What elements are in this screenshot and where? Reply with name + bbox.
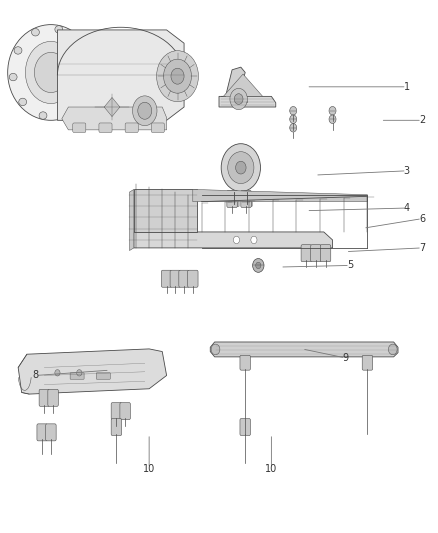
Text: 4: 4 (404, 203, 410, 213)
Circle shape (230, 88, 247, 110)
FancyBboxPatch shape (151, 123, 164, 133)
Ellipse shape (8, 25, 94, 120)
Polygon shape (210, 342, 398, 357)
FancyBboxPatch shape (170, 270, 180, 287)
Polygon shape (221, 67, 247, 103)
Text: 2: 2 (419, 115, 425, 125)
FancyBboxPatch shape (311, 245, 321, 262)
Ellipse shape (39, 112, 47, 119)
Text: 9: 9 (343, 353, 349, 363)
Circle shape (290, 124, 297, 132)
FancyBboxPatch shape (187, 270, 198, 287)
Circle shape (253, 259, 264, 272)
Circle shape (77, 369, 82, 376)
Polygon shape (62, 107, 166, 130)
FancyBboxPatch shape (161, 270, 172, 287)
Text: 3: 3 (404, 166, 410, 176)
FancyBboxPatch shape (240, 356, 251, 370)
FancyBboxPatch shape (320, 245, 331, 262)
Polygon shape (134, 232, 332, 248)
Text: 6: 6 (419, 214, 425, 224)
Circle shape (290, 115, 297, 124)
FancyBboxPatch shape (37, 424, 47, 441)
FancyBboxPatch shape (241, 190, 251, 207)
Circle shape (251, 236, 257, 244)
Ellipse shape (9, 74, 17, 81)
Text: 10: 10 (143, 464, 155, 473)
FancyBboxPatch shape (73, 123, 86, 133)
Circle shape (163, 59, 191, 93)
FancyBboxPatch shape (48, 389, 58, 406)
FancyBboxPatch shape (99, 123, 112, 133)
Ellipse shape (14, 47, 22, 54)
Circle shape (35, 52, 67, 93)
Ellipse shape (75, 39, 83, 47)
FancyBboxPatch shape (243, 201, 252, 206)
Polygon shape (130, 189, 134, 251)
Circle shape (234, 94, 243, 104)
FancyBboxPatch shape (227, 190, 237, 207)
FancyBboxPatch shape (362, 356, 373, 370)
Text: 10: 10 (265, 464, 278, 473)
FancyBboxPatch shape (111, 402, 122, 419)
FancyBboxPatch shape (70, 373, 84, 379)
Circle shape (133, 96, 157, 126)
FancyBboxPatch shape (111, 418, 122, 435)
FancyBboxPatch shape (120, 402, 131, 419)
Circle shape (256, 262, 261, 269)
Circle shape (156, 51, 198, 102)
Circle shape (211, 344, 220, 355)
Circle shape (290, 107, 297, 115)
Ellipse shape (55, 26, 63, 33)
Circle shape (55, 369, 60, 376)
FancyBboxPatch shape (179, 270, 189, 287)
FancyBboxPatch shape (230, 201, 239, 206)
FancyBboxPatch shape (96, 373, 110, 379)
FancyBboxPatch shape (240, 418, 251, 435)
Circle shape (389, 344, 397, 355)
Circle shape (236, 161, 246, 174)
Ellipse shape (62, 109, 70, 116)
Text: 5: 5 (347, 261, 353, 270)
Polygon shape (18, 349, 166, 394)
Polygon shape (223, 74, 263, 96)
Circle shape (228, 152, 254, 183)
Polygon shape (219, 96, 276, 107)
Ellipse shape (80, 91, 88, 98)
FancyBboxPatch shape (301, 245, 311, 262)
Polygon shape (193, 189, 367, 201)
Text: 1: 1 (404, 82, 410, 92)
Circle shape (233, 236, 240, 244)
Text: 7: 7 (419, 243, 425, 253)
Circle shape (171, 68, 184, 84)
Polygon shape (57, 30, 184, 120)
Polygon shape (104, 98, 120, 117)
Circle shape (138, 102, 152, 119)
Circle shape (221, 144, 261, 191)
Text: 8: 8 (32, 370, 39, 381)
FancyBboxPatch shape (125, 123, 138, 133)
Polygon shape (134, 189, 197, 232)
Ellipse shape (19, 98, 27, 106)
Circle shape (329, 107, 336, 115)
FancyBboxPatch shape (46, 424, 56, 441)
Ellipse shape (85, 64, 92, 71)
Ellipse shape (32, 29, 39, 36)
FancyBboxPatch shape (39, 389, 49, 406)
Circle shape (25, 42, 77, 103)
Circle shape (329, 115, 336, 124)
